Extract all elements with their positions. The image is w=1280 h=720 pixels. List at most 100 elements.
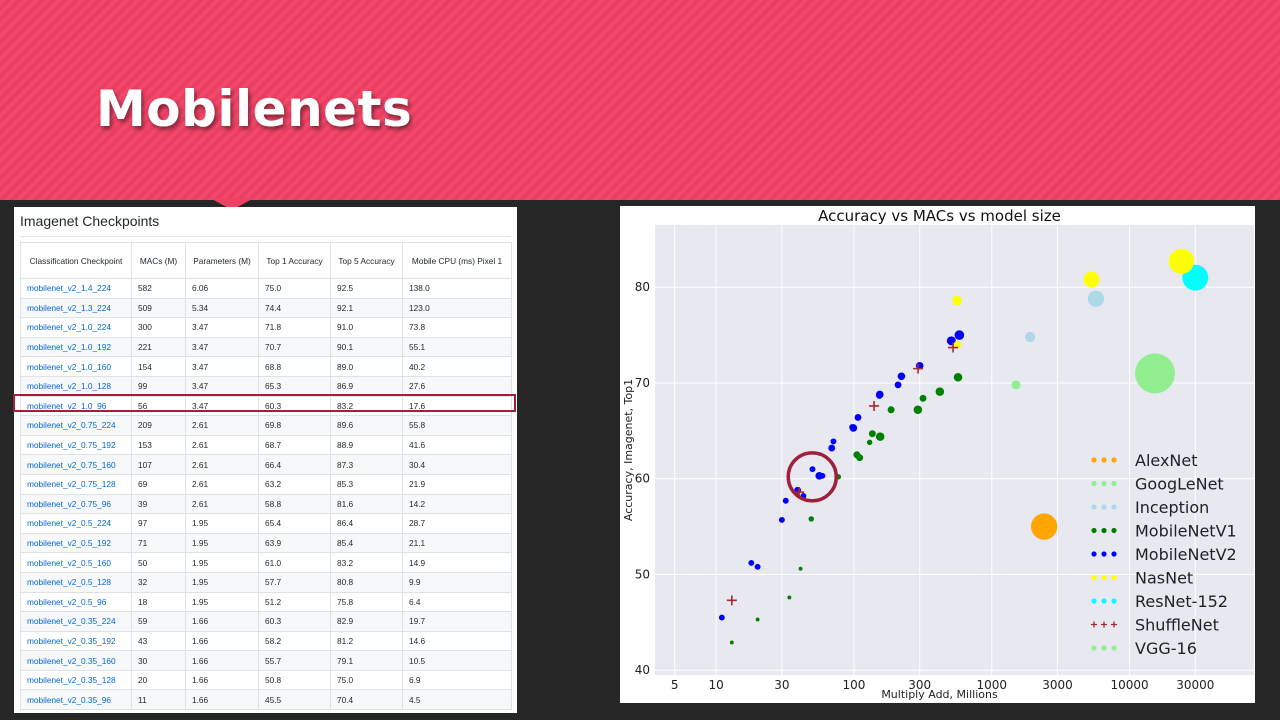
checkpoint-link[interactable]: mobilenet_v2_1.0_96	[20, 395, 132, 417]
legend-marker	[1101, 621, 1107, 628]
legend-marker	[1091, 598, 1097, 604]
legend-marker	[1101, 527, 1107, 534]
checkpoint-link[interactable]: mobilenet_v2_0.5_160	[20, 552, 132, 573]
checkpoint-link[interactable]: mobilenet_v2_1.0_192	[20, 336, 132, 358]
checkpoint-link[interactable]: mobilenet_v2_0.35_160	[20, 650, 132, 671]
legend-marker	[1091, 574, 1097, 581]
checkpoint-link[interactable]: mobilenet_v2_0.75_192	[20, 434, 132, 456]
legend-marker	[1091, 621, 1097, 628]
table-cell: 18	[131, 591, 186, 613]
table-cell: 68.7	[258, 434, 331, 456]
table-cell: 9.9	[402, 571, 512, 593]
table-row: mobilenet_v2_1.0_224 300 3.47 71.8 91.0 73.8	[20, 317, 512, 338]
table-row: mobilenet_v2_1.3_224 509 5.34 74.4 92.1 123.0	[20, 297, 512, 319]
table-cell: 75.0	[258, 278, 331, 299]
table-cell: 79.1	[330, 650, 403, 671]
table-cell: 70.4	[330, 689, 403, 711]
checkpoint-link[interactable]: mobilenet_v2_0.75_224	[20, 415, 132, 436]
table-cell: 3.47	[185, 375, 259, 397]
table-cell: 221	[131, 336, 186, 358]
table-cell: 20	[131, 669, 186, 691]
legend-label: Inception	[1135, 498, 1209, 517]
checkpoint-link[interactable]: mobilenet_v2_0.35_192	[20, 630, 132, 652]
legend-label: MobileNetV1	[1135, 522, 1237, 541]
mobilenetv1-point	[729, 640, 734, 645]
table-cell: 138.0	[402, 278, 512, 299]
table-row: mobilenet_v2_0.5_160 50 1.95 61.0 83.2 14.9	[20, 552, 512, 573]
table-cell: 60.3	[258, 395, 331, 417]
table-cell: 2.61	[185, 434, 259, 456]
nasnet-point	[952, 295, 962, 306]
table-cell: 83.2	[330, 395, 403, 417]
table-row: mobilenet_v2_0.75_160 107 2.61 66.4 87.3 30.4	[20, 454, 512, 475]
title-banner	[0, 0, 1280, 200]
checkpoint-link[interactable]: mobilenet_v2_0.35_96	[20, 689, 132, 711]
table-cell: 55.1	[402, 336, 512, 358]
checkpoint-link[interactable]: mobilenet_v2_1.0_224	[20, 317, 132, 338]
y-axis-label: Accuracy, Imagenet, Top1	[622, 379, 635, 521]
table-cell: 154	[131, 356, 186, 377]
table-cell: 71.8	[258, 317, 331, 338]
table-cell: 88.9	[330, 434, 403, 456]
table-cell: 57.7	[258, 571, 331, 593]
table-cell: 89.6	[330, 415, 403, 436]
checkpoint-link[interactable]: mobilenet_v2_0.35_224	[20, 611, 132, 632]
y-tick-label: 50	[635, 567, 650, 581]
checkpoint-link[interactable]: mobilenet_v2_0.5_128	[20, 571, 132, 593]
mobilenetv2-point	[849, 424, 856, 430]
checkpoint-link[interactable]: mobilenet_v2_0.5_192	[20, 532, 132, 554]
table-row: mobilenet_v2_0.75_192 153 2.61 68.7 88.9 41.6	[20, 434, 512, 456]
table-cell: 87.3	[330, 454, 403, 475]
checkpoint-link[interactable]: mobilenet_v2_0.35_128	[20, 669, 132, 691]
mobilenetv2-point	[782, 497, 789, 504]
x-tick-label: 10000	[1110, 678, 1148, 692]
table-row: mobilenet_v2_0.75_128 69 2.61 63.2 85.3 21.9	[20, 473, 512, 495]
y-tick-label: 60	[635, 472, 650, 486]
table-row: mobilenet_v2_0.75_96 39 2.61 58.8 81.6 14.2	[20, 493, 512, 515]
table-cell: 92.1	[330, 297, 403, 319]
table-cell: 6.4	[402, 591, 512, 613]
slide-title: Mobilenets	[96, 80, 413, 138]
legend-marker	[1101, 551, 1107, 557]
table-cell: 10.5	[402, 650, 512, 671]
table-cell: 19.7	[402, 611, 512, 632]
table-cell: 6.06	[185, 278, 259, 299]
table-cell: 60.3	[258, 611, 331, 632]
inception-point	[1025, 331, 1036, 343]
table-cell: 2.61	[185, 473, 259, 495]
table-cell: 1.66	[185, 650, 259, 671]
table-cell: 2.61	[185, 493, 259, 515]
googlenet-point	[1011, 380, 1021, 390]
x-tick-label: 3000	[1042, 678, 1073, 692]
checkpoint-link[interactable]: mobilenet_v2_1.3_224	[20, 297, 132, 319]
column-header: MACs (M)	[131, 242, 186, 279]
table-cell: 1.95	[185, 571, 259, 593]
table-row: mobilenet_v2_0.35_160 30 1.66 55.7 79.1 10.5	[20, 650, 512, 671]
checkpoint-link[interactable]: mobilenet_v2_0.5_224	[20, 513, 132, 534]
table-cell: 209	[131, 415, 186, 436]
table-cell: 81.2	[330, 630, 403, 652]
checkpoint-link[interactable]: mobilenet_v2_1.0_128	[20, 375, 132, 397]
table-cell: 43	[131, 630, 186, 652]
table-row: mobilenet_v2_0.35_96 11 1.66 45.5 70.4 4.5	[20, 689, 512, 711]
table-cell: 582	[131, 278, 186, 299]
table-cell: 90.1	[330, 336, 403, 358]
legend-marker	[1111, 457, 1117, 463]
checkpoint-link[interactable]: mobilenet_v2_0.75_160	[20, 454, 132, 475]
table-cell: 153	[131, 434, 186, 456]
table-cell: 30	[131, 650, 186, 671]
checkpoint-link[interactable]: mobilenet_v2_0.5_96	[20, 591, 132, 613]
checkpoint-link[interactable]: mobilenet_v2_1.4_224	[20, 278, 132, 299]
table-cell: 85.4	[330, 532, 403, 554]
legend-marker	[1111, 598, 1117, 604]
table-cell: 5.34	[185, 297, 259, 319]
mobilenetv1-point	[953, 372, 963, 382]
table-cell: 89.0	[330, 356, 403, 377]
shufflenet-point	[869, 400, 880, 411]
checkpoint-link[interactable]: mobilenet_v2_1.0_160	[20, 356, 132, 377]
table-row: mobilenet_v2_0.35_224 59 1.66 60.3 82.9 19.7	[20, 611, 512, 632]
table-cell: 50	[131, 552, 186, 573]
checkpoint-link[interactable]: mobilenet_v2_0.75_96	[20, 493, 132, 515]
table-cell: 41.6	[402, 434, 512, 456]
checkpoint-link[interactable]: mobilenet_v2_0.75_128	[20, 473, 132, 495]
